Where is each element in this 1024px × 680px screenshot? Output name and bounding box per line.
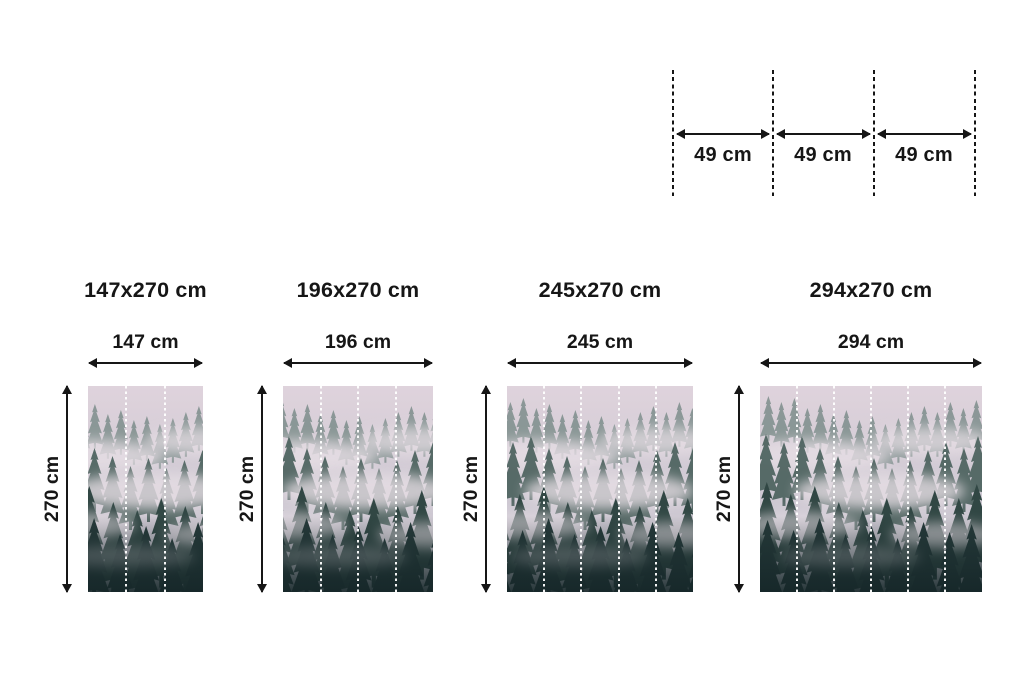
- variant-title: 294x270 cm: [809, 278, 933, 302]
- panel-division-dotted-line: [125, 386, 128, 592]
- panel-division-dotted-line: [543, 386, 546, 592]
- foggy-forest-image: [88, 386, 203, 592]
- mural-preview-196x270: [283, 386, 433, 592]
- panel-division-dotted-line: [832, 386, 835, 592]
- mural-preview-245x270: [507, 386, 693, 592]
- height-dimension-arrow: [62, 385, 72, 593]
- size-variant-245x270: 245x270 cm 245 cm 270 cm: [460, 0, 693, 680]
- variant-width-label: 196 cm: [324, 331, 392, 353]
- mural-preview-147x270: [88, 386, 203, 592]
- width-dimension-arrow: [283, 358, 433, 368]
- variant-width-label: 245 cm: [566, 331, 634, 353]
- variant-height-label: 270 cm: [460, 455, 482, 523]
- width-dimension-arrow: [760, 358, 982, 368]
- variant-height-label: 270 cm: [713, 455, 735, 523]
- panel-width-arrow: [676, 129, 770, 139]
- panel-divider-dashed-line: [974, 70, 976, 196]
- panel-division-dotted-line: [870, 386, 872, 592]
- variant-title: 245x270 cm: [538, 278, 662, 302]
- width-dimension-arrow: [88, 358, 203, 368]
- panel-division-dotted-line: [394, 386, 397, 592]
- panel-division-dotted-line: [617, 386, 620, 592]
- height-dimension-arrow: [481, 385, 491, 593]
- panel-division-dotted-line: [944, 386, 946, 592]
- panel-width-arrow: [877, 129, 972, 139]
- panel-division-dotted-line: [357, 386, 359, 592]
- panel-divider-dashed-line: [873, 70, 875, 196]
- panel-division-dotted-line: [319, 386, 322, 592]
- panel-width-arrow: [776, 129, 871, 139]
- panel-division-dotted-line: [163, 386, 166, 592]
- variant-width-label: 294 cm: [837, 331, 905, 353]
- panel-divider-dashed-line: [772, 70, 774, 196]
- size-variant-147x270: 147x270 cm 147 cm 270 cm: [41, 0, 207, 680]
- variant-height-label: 270 cm: [236, 455, 258, 523]
- panel-division-dotted-line: [795, 386, 798, 592]
- width-dimension-arrow: [507, 358, 693, 368]
- panel-division-dotted-line: [906, 386, 909, 592]
- size-variant-294x270: 294x270 cm 294 cm 270 cm: [713, 0, 982, 680]
- panel-width-label: 49 cm: [895, 144, 953, 166]
- variant-width-label: 147 cm: [112, 331, 179, 353]
- variant-height-label: 270 cm: [41, 455, 63, 523]
- panel-divider-dashed-line: [672, 70, 674, 196]
- variant-title: 147x270 cm: [84, 278, 207, 302]
- panel-width-label: 49 cm: [794, 144, 852, 166]
- panel-width-label: 49 cm: [694, 144, 752, 166]
- panel-division-dotted-line: [580, 386, 583, 592]
- size-variant-196x270: 196x270 cm 196 cm 270 cm: [236, 0, 433, 680]
- height-dimension-arrow: [257, 385, 267, 593]
- mural-preview-294x270: [760, 386, 982, 592]
- panel-division-dotted-line: [654, 386, 657, 592]
- foggy-forest-image: [507, 386, 693, 592]
- height-dimension-arrow: [734, 385, 744, 593]
- variant-title: 196x270 cm: [296, 278, 420, 302]
